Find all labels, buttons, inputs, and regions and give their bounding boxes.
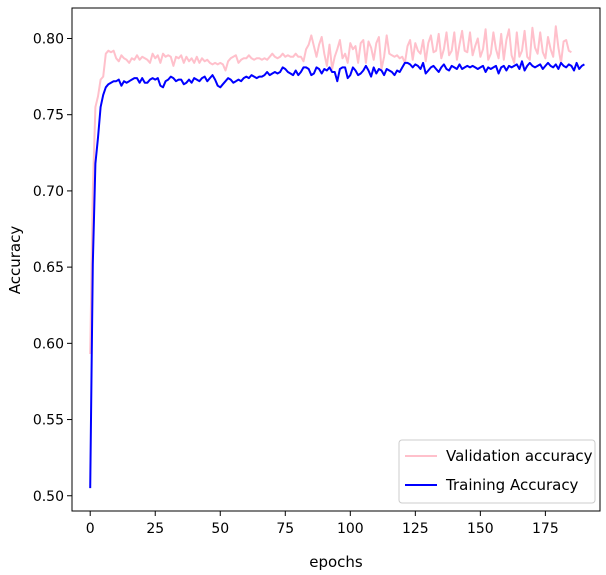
y-tick-label: 0.50	[33, 489, 64, 505]
x-tick-label: 150	[467, 521, 494, 537]
x-tick-label: 100	[337, 521, 364, 537]
y-tick-label: 0.75	[33, 108, 64, 124]
x-tick-label: 50	[211, 521, 229, 537]
y-axis-ticks: 0.50 0.55 0.60 0.65 0.70 0.75 0.80	[33, 31, 72, 505]
x-axis-ticks: 0 25 50 75 100 125 150 175	[86, 511, 559, 537]
y-tick-label: 0.60	[33, 336, 64, 352]
y-tick-label: 0.80	[33, 31, 64, 47]
legend-label-training: Training Accuracy	[445, 476, 579, 494]
x-tick-label: 175	[532, 521, 559, 537]
y-tick-label: 0.65	[33, 260, 64, 276]
legend-box	[398, 439, 596, 504]
x-tick-label: 75	[276, 521, 294, 537]
x-tick-label: 125	[402, 521, 429, 537]
series-group	[89, 25, 585, 489]
x-tick-label: 25	[146, 521, 164, 537]
x-axis-label: epochs	[309, 553, 363, 571]
x-tick-label: 0	[86, 521, 95, 537]
series-line-training	[89, 60, 585, 489]
series-line-validation	[89, 25, 572, 355]
y-tick-label: 0.55	[33, 413, 64, 429]
plot-area	[72, 8, 600, 511]
legend: Validation accuracy Training Accuracy	[398, 439, 596, 504]
legend-label-validation: Validation accuracy	[446, 447, 593, 465]
plot-frame	[71, 7, 601, 512]
y-tick-label: 0.70	[33, 184, 64, 200]
y-axis-label: Accuracy	[6, 226, 24, 295]
